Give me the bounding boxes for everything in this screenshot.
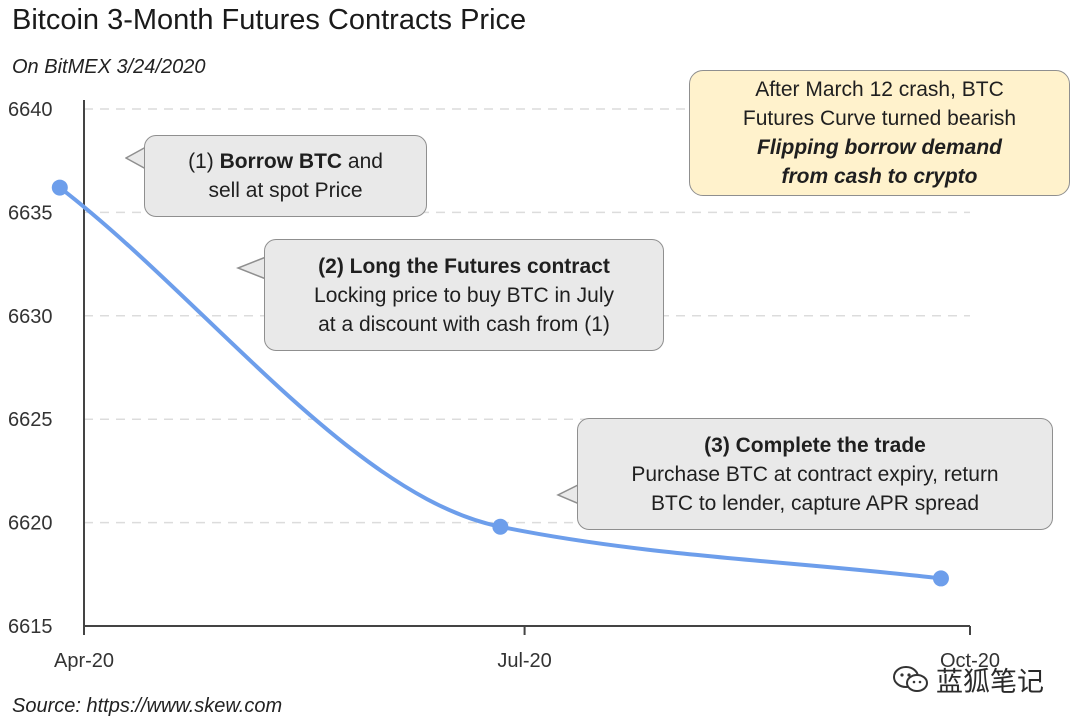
callout-3-heading: (3) Complete the trade xyxy=(704,434,926,457)
x-tick-label: Jul-20 xyxy=(497,650,551,672)
callout-1-line1: (1) Borrow BTC and xyxy=(188,150,383,173)
y-tick-label: 6635 xyxy=(8,202,53,224)
y-tick-label: 6640 xyxy=(8,99,53,121)
y-tick-label: 6620 xyxy=(8,513,53,535)
callout-2-line3: at a discount with cash from (1) xyxy=(318,313,610,336)
y-tick-label: 6625 xyxy=(8,409,53,431)
x-tick-label: Apr-20 xyxy=(54,650,114,672)
callout-2-heading: (2) Long the Futures contract xyxy=(318,255,610,278)
note-line4: from cash to crypto xyxy=(781,165,978,188)
watermark: 蓝狐笔记 xyxy=(892,660,1044,699)
note-line2: Futures Curve turned bearish xyxy=(742,107,1017,130)
callout-2-line2: Locking price to buy BTC in July xyxy=(314,284,614,307)
callout-2: (2) Long the Futures contract Locking pr… xyxy=(264,239,664,351)
data-point xyxy=(51,179,68,196)
chart-subtitle: On BitMEX 3/24/2020 xyxy=(12,56,206,78)
source-note: Source: https://www.skew.com xyxy=(12,695,283,717)
note-line3: Flipping borrow demand xyxy=(757,136,1002,159)
note-line1: After March 12 crash, BTC xyxy=(755,78,1004,101)
data-point xyxy=(492,518,509,535)
series-line xyxy=(57,185,943,581)
chart-title: Bitcoin 3-Month Futures Contracts Price xyxy=(12,4,527,36)
y-tick-label: 6630 xyxy=(8,306,53,328)
callout-3-line3: BTC to lender, capture APR spread xyxy=(650,492,979,515)
wechat-icon xyxy=(893,665,928,692)
data-point xyxy=(932,570,949,587)
y-tick-label: 6615 xyxy=(8,616,53,638)
x-tick-label: Oct-20 xyxy=(940,650,1000,672)
callout-3: (3) Complete the trade Purchase BTC at c… xyxy=(577,418,1053,530)
bearish-note: After March 12 crash, BTC Futures Curve … xyxy=(689,70,1070,196)
callout-1-line2: sell at spot Price xyxy=(208,179,363,202)
callout-3-line2: Purchase BTC at contract expiry, return xyxy=(631,463,999,486)
callout-1: (1) Borrow BTC and sell at spot Price xyxy=(144,135,427,217)
